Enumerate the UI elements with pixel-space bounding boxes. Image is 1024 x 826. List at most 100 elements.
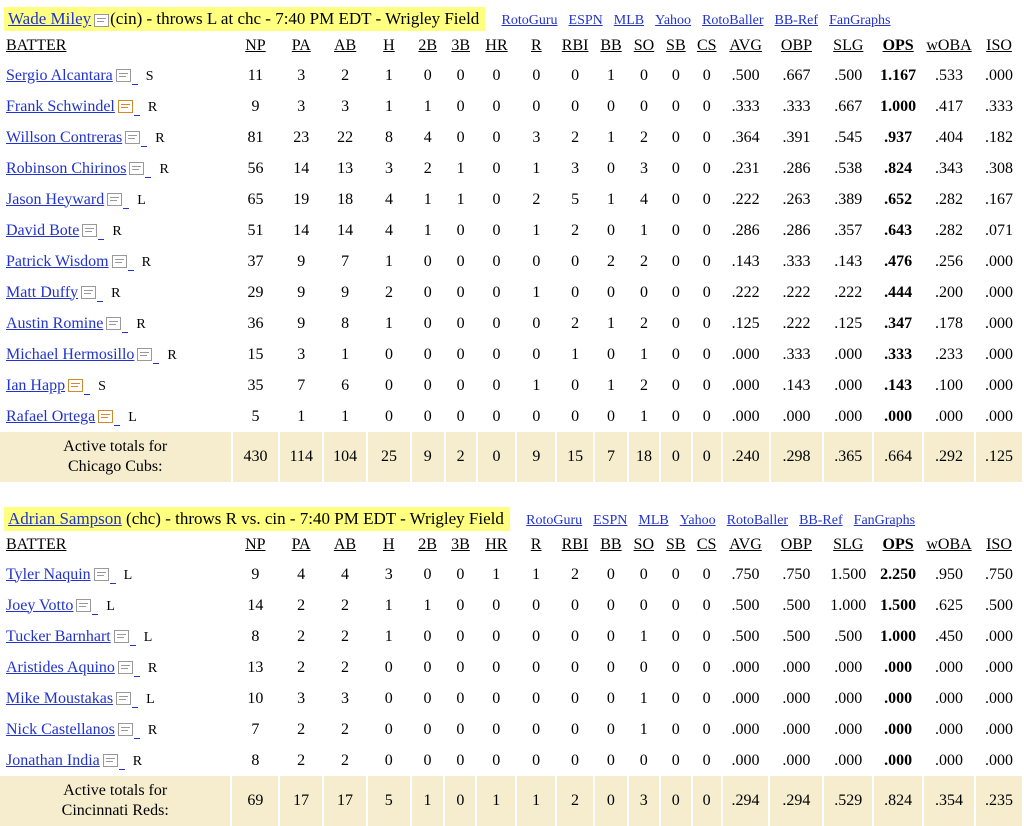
link-underscore[interactable] [131, 70, 138, 85]
notes-icon[interactable] [129, 162, 145, 176]
col-header-2b[interactable]: 2B [418, 37, 438, 54]
link-mlb[interactable]: MLB [638, 513, 669, 528]
link-underscore[interactable] [84, 380, 91, 395]
col-header-woba[interactable]: wOBA [926, 536, 972, 553]
link-underscore[interactable] [133, 101, 140, 116]
col-header-sb[interactable]: SB [666, 37, 686, 54]
col-header-slg[interactable]: SLG [833, 37, 864, 54]
col-header-batter[interactable]: BATTER [6, 37, 67, 54]
col-header-woba[interactable]: wOBA [926, 37, 972, 54]
batter-link[interactable]: Tucker Barnhart [6, 627, 111, 645]
batter-link[interactable]: Robinson Chirinos [6, 159, 127, 177]
notes-icon[interactable] [137, 348, 153, 362]
notes-icon[interactable] [94, 13, 110, 27]
batter-link[interactable]: Matt Duffy [6, 283, 79, 301]
pitcher-link[interactable]: Wade Miley [8, 9, 92, 28]
col-header-so[interactable]: SO [633, 536, 654, 553]
col-header-3b[interactable]: 3B [451, 37, 470, 54]
link-underscore[interactable] [123, 194, 130, 209]
link-underscore[interactable] [133, 662, 140, 677]
col-header-slg[interactable]: SLG [833, 536, 864, 553]
batter-link[interactable]: Ian Happ [6, 376, 66, 394]
link-underscore[interactable] [129, 631, 136, 646]
notes-icon[interactable] [116, 692, 132, 706]
link-rotoguru[interactable]: RotoGuru [501, 13, 558, 28]
col-header-rbi[interactable]: RBI [561, 37, 589, 54]
link-bbref[interactable]: BB-Ref [799, 513, 843, 528]
notes-icon[interactable] [117, 723, 133, 737]
batter-link[interactable]: Patrick Wisdom [6, 252, 109, 270]
link-mlb[interactable]: MLB [613, 13, 645, 28]
link-underscore[interactable] [114, 411, 121, 426]
col-header-so[interactable]: SO [633, 37, 655, 54]
pitcher-link[interactable]: Adrian Sampson [8, 509, 122, 528]
note-alert-icon[interactable] [98, 410, 114, 424]
note-alert-icon[interactable] [68, 379, 84, 393]
col-header-iso[interactable]: ISO [986, 536, 1012, 553]
link-yahoo[interactable]: Yahoo [655, 13, 692, 28]
link-rotoballer[interactable]: RotoBaller [702, 13, 764, 28]
batter-link[interactable]: Austin Romine [6, 314, 104, 332]
batter-link[interactable]: Willson Contreras [6, 128, 123, 146]
batter-link[interactable]: Tyler Naquin [6, 565, 91, 583]
link-underscore[interactable] [153, 349, 160, 364]
notes-icon[interactable] [76, 599, 92, 613]
notes-icon[interactable] [113, 630, 129, 644]
notes-icon[interactable] [93, 568, 109, 582]
col-header-h[interactable]: H [383, 37, 395, 54]
notes-icon[interactable] [117, 661, 133, 675]
link-underscore[interactable] [133, 724, 140, 739]
link-underscore[interactable] [98, 225, 105, 240]
col-header-avg[interactable]: AVG [729, 536, 762, 553]
col-header-bb[interactable]: BB [600, 37, 622, 54]
link-bbref[interactable]: BB-Ref [774, 13, 819, 28]
link-underscore[interactable] [122, 318, 129, 333]
link-underscore[interactable] [127, 256, 134, 271]
col-header-ab[interactable]: AB [334, 37, 357, 54]
col-header-np[interactable]: NP [245, 37, 266, 54]
link-underscore[interactable] [92, 600, 99, 615]
batter-link[interactable]: Jonathan India [6, 751, 100, 769]
link-underscore[interactable] [109, 569, 116, 584]
link-rotoballer[interactable]: RotoBaller [726, 513, 789, 528]
notes-icon[interactable] [102, 754, 118, 768]
batter-link[interactable]: Sergio Alcantara [6, 66, 113, 84]
col-header-r[interactable]: R [530, 536, 542, 553]
batter-link[interactable]: Nick Castellanos [6, 720, 115, 738]
col-header-bb[interactable]: BB [600, 536, 622, 553]
col-header-pa[interactable]: PA [291, 536, 311, 553]
link-underscore[interactable] [97, 287, 104, 302]
col-header-ops[interactable]: OPS [882, 37, 914, 54]
col-header-ops[interactable]: OPS [882, 536, 914, 553]
link-espn[interactable]: ESPN [593, 513, 628, 528]
link-underscore[interactable] [141, 132, 148, 147]
col-header-obp[interactable]: OBP [780, 536, 812, 553]
batter-link[interactable]: Jason Heyward [6, 190, 105, 208]
col-header-rbi[interactable]: RBI [561, 536, 589, 553]
col-header-cs[interactable]: CS [696, 536, 717, 553]
col-header-h[interactable]: H [382, 536, 395, 553]
col-header-cs[interactable]: CS [696, 37, 717, 54]
note-alert-icon[interactable] [117, 100, 133, 114]
col-header-avg[interactable]: AVG [729, 37, 762, 54]
link-rotoguru[interactable]: RotoGuru [526, 513, 583, 528]
batter-link[interactable]: Joey Votto [6, 596, 74, 614]
link-underscore[interactable] [118, 755, 125, 770]
col-header-batter[interactable]: BATTER [6, 536, 67, 553]
notes-icon[interactable] [81, 286, 97, 300]
batter-link[interactable]: Frank Schwindel [6, 97, 115, 115]
col-header-r[interactable]: R [530, 37, 542, 54]
link-fangraphs[interactable]: FanGraphs [829, 13, 891, 28]
notes-icon[interactable] [115, 69, 131, 83]
col-header-np[interactable]: NP [245, 536, 266, 553]
col-header-hr[interactable]: HR [485, 37, 508, 54]
batter-link[interactable]: Michael Hermosillo [6, 345, 135, 363]
link-underscore[interactable] [132, 693, 139, 708]
col-header-sb[interactable]: SB [665, 536, 686, 553]
batter-link[interactable]: Aristides Aquino [6, 658, 115, 676]
link-yahoo[interactable]: Yahoo [679, 513, 716, 528]
batter-link[interactable]: David Bote [6, 221, 80, 239]
batter-link[interactable]: Mike Moustakas [6, 689, 114, 707]
notes-icon[interactable] [111, 255, 127, 269]
link-espn[interactable]: ESPN [568, 13, 603, 28]
